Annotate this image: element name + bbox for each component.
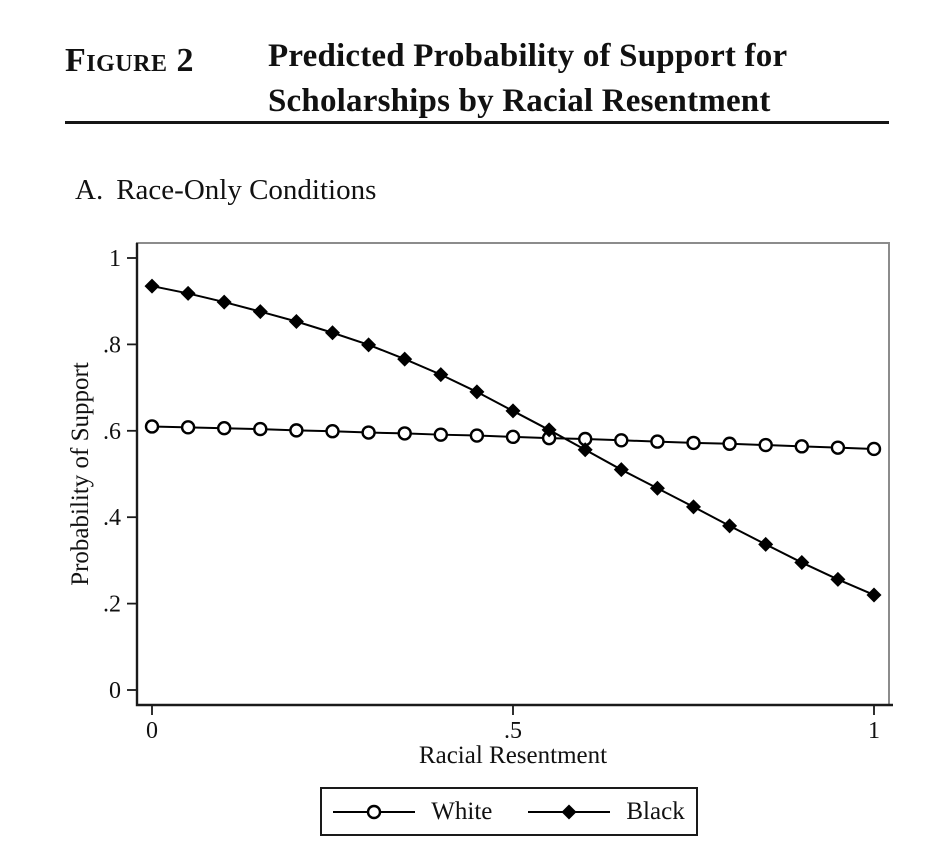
- series-black-marker: [758, 536, 774, 552]
- y-axis-title: Probability of Support: [67, 362, 94, 586]
- series-black-marker: [397, 351, 413, 367]
- y-axis-tick-label: .2: [103, 592, 121, 618]
- series-black-marker: [469, 384, 485, 400]
- legend-label-black: Black: [626, 797, 685, 825]
- series-black-marker: [180, 285, 196, 301]
- figure-title-line2: Scholarships by Racial Resentment: [268, 83, 771, 119]
- series-white-marker: [180, 420, 196, 435]
- y-axis-tick-label: .4: [103, 505, 121, 531]
- series-black-marker: [866, 587, 882, 603]
- series-black-marker: [325, 325, 340, 341]
- figure-title-line1: Predicted Probability of Support for: [268, 38, 788, 74]
- legend-entry-black: Black: [528, 797, 685, 826]
- legend-entry-white: White: [333, 798, 492, 826]
- series-white-marker: [722, 436, 737, 451]
- x-axis-tick-label: 1: [868, 718, 880, 744]
- series-black-marker: [216, 294, 232, 310]
- legend-label-white: White: [431, 797, 493, 825]
- series-white-marker: [289, 423, 304, 438]
- black-series-swatch: [528, 804, 611, 819]
- figure-title: Predicted Probability of Support for Scho…: [268, 34, 787, 124]
- series-white-marker: [433, 427, 448, 442]
- series-white-marker: [216, 421, 232, 436]
- series-black-marker: [288, 314, 304, 330]
- series-white-marker: [361, 425, 376, 440]
- series-black-marker: [361, 337, 377, 353]
- white-series-swatch: [333, 804, 416, 819]
- series-black-marker: [686, 499, 701, 515]
- plot-border: [136, 242, 890, 706]
- series-black-marker: [577, 442, 593, 458]
- series-white-marker: [650, 434, 665, 449]
- series-white-marker: [144, 419, 160, 434]
- series-black-marker: [722, 518, 738, 534]
- axis-lines: [135, 243, 893, 707]
- y-axis-tick-label: 1: [109, 246, 121, 272]
- series-white-marker: [325, 424, 340, 439]
- figure-label: Figure 2: [65, 42, 194, 79]
- x-axis-title: Racial Resentment: [419, 742, 607, 769]
- series-black-marker: [433, 367, 449, 383]
- panel-prefix: A.: [75, 174, 104, 206]
- y-axis-tick-label: .6: [103, 419, 121, 445]
- series-white-marker: [794, 439, 809, 454]
- x-axis-tick-label: 0: [146, 718, 158, 744]
- filled-diamond-marker-icon: [561, 804, 577, 819]
- series-white-marker: [866, 441, 882, 457]
- title-rule: [65, 121, 889, 124]
- series-white-marker: [758, 437, 773, 453]
- series-white-marker: [397, 426, 412, 441]
- series-black-marker: [613, 462, 629, 478]
- panel-title: Race-Only Conditions: [116, 174, 377, 206]
- series-black-marker: [252, 304, 268, 320]
- series-black-marker: [794, 555, 810, 571]
- series-white-marker: [614, 433, 629, 448]
- series-white-marker: [253, 421, 268, 437]
- series-white-marker: [469, 428, 485, 443]
- y-axis-tick-label: 0: [109, 678, 121, 704]
- series-black-marker: [830, 571, 846, 587]
- series-white-marker: [505, 429, 521, 445]
- series-white-marker: [686, 435, 701, 451]
- x-axis-tick-label: .5: [504, 718, 522, 744]
- series-black-marker: [649, 480, 665, 496]
- series-black-marker: [541, 422, 557, 438]
- panel-label: A. Race-Only Conditions: [75, 174, 376, 207]
- series-white-marker: [830, 440, 846, 455]
- series-black-marker: [144, 278, 160, 294]
- open-circle-marker-icon: [367, 804, 382, 819]
- y-axis-tick-label: .8: [103, 332, 121, 358]
- legend: White Black: [320, 787, 698, 836]
- series-black-marker: [505, 403, 521, 419]
